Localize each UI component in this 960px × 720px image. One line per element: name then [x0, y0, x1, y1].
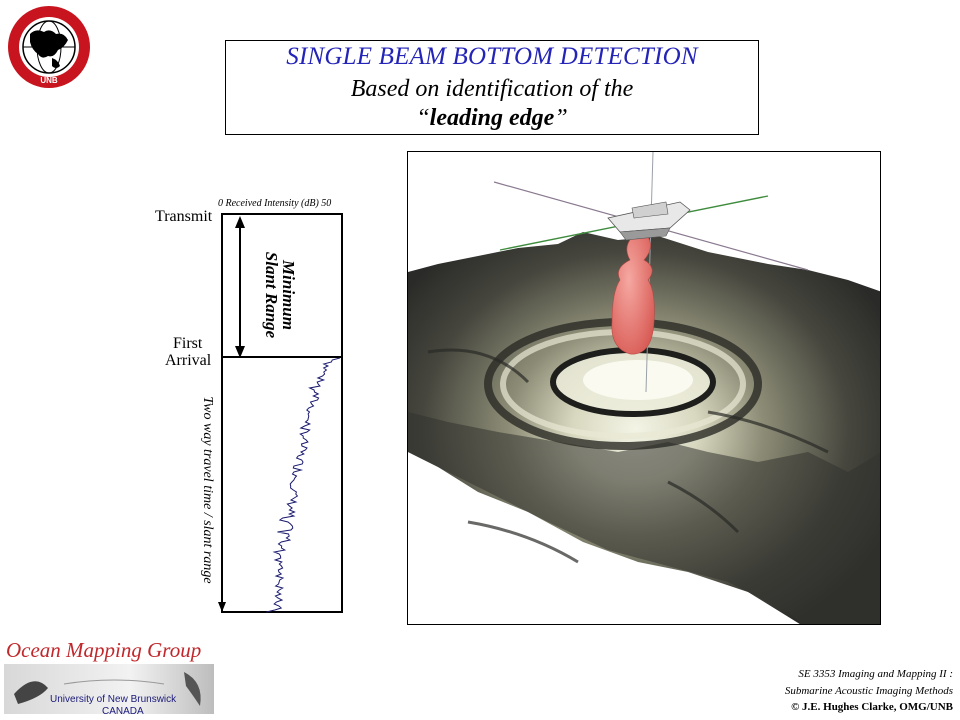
country-name: CANADA: [102, 706, 144, 717]
slide-subtitle-emphasis: “leading edge”: [226, 105, 758, 132]
echo-trace-line: [266, 358, 340, 612]
two-way-travel-label: Two way travel time / slant range: [199, 396, 215, 583]
min-slant-range-arrow: [235, 216, 245, 358]
course-title: Submarine Acoustic Imaging Methods: [785, 685, 953, 697]
echo-trace: [266, 358, 340, 612]
slide-title: SINGLE BEAM BOTTOM DETECTION: [226, 43, 758, 71]
min-slant-range-label: Minimum Slant Range: [246, 250, 276, 340]
svg-text:UNB: UNB: [40, 76, 58, 85]
title-box: SINGLE BEAM BOTTOM DETECTION Based on id…: [225, 40, 759, 135]
multibeam-seafloor-render: [407, 151, 881, 625]
first-label: First: [173, 335, 202, 353]
travel-time-arrow: [218, 360, 226, 612]
slide-subtitle: Based on identification of the: [226, 76, 758, 103]
unb-geodesy-logo: UNB: [6, 4, 92, 90]
survey-ship: [608, 202, 690, 240]
copyright: © J.E. Hughes Clarke, OMG/UNB: [791, 701, 953, 713]
intensity-axis-label: 0 Received Intensity (dB) 50: [218, 198, 331, 209]
group-name: Ocean Mapping Group: [6, 638, 201, 663]
course-code: SE 3353 Imaging and Mapping II :: [798, 668, 953, 680]
university-name: University of New Brunswick: [50, 694, 176, 705]
